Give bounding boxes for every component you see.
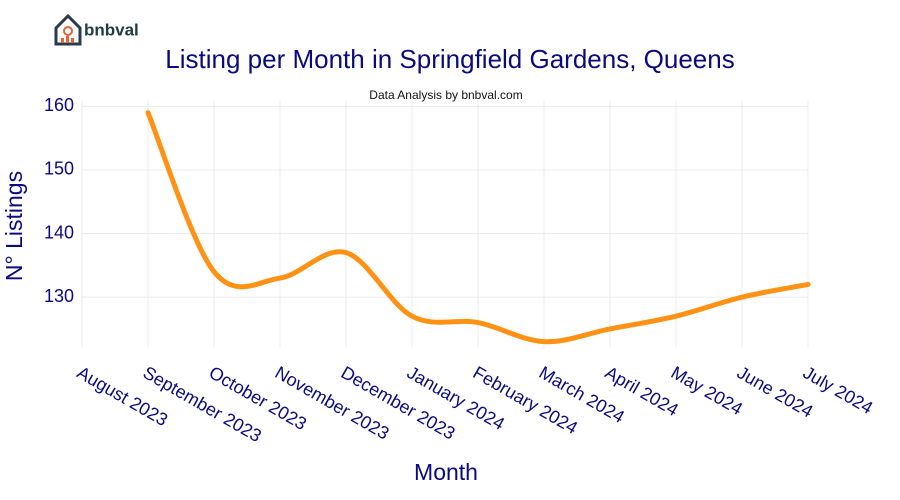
x-tick-label: September 2023 [140,362,265,446]
y-tick-label: 140 [44,222,74,242]
logo [54,13,82,46]
chart-subtitle: Data Analysis by bnbval.com [369,88,522,102]
y-axis-title: N° Listings [1,171,27,281]
y-tick-label: 130 [44,286,74,306]
x-tick-label: May 2024 [668,362,746,419]
y-tick-label: 160 [44,95,74,115]
line [145,110,811,345]
y-tick-label: 150 [44,159,74,179]
x-axis-title: Month [414,459,478,485]
x-tick-label: December 2023 [338,362,459,443]
x-tick-label: November 2023 [272,362,393,443]
chart-title: Listing per Month in Springfield Gardens… [165,44,734,74]
brand: bnbval [84,20,139,39]
